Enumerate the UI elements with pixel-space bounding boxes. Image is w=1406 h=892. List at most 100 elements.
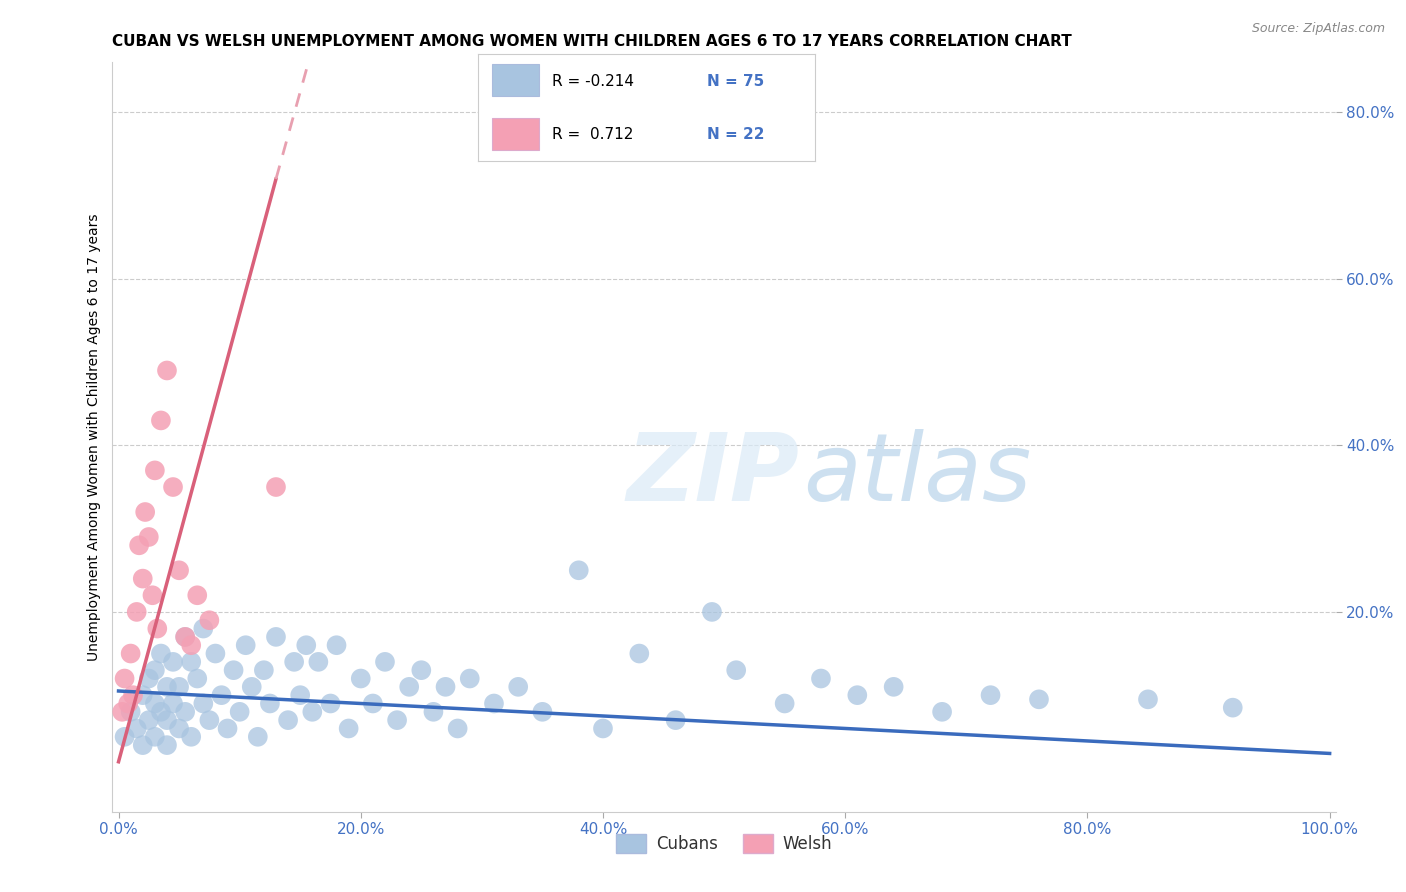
Point xyxy=(174,705,197,719)
Point xyxy=(725,663,748,677)
Point xyxy=(846,688,869,702)
Point xyxy=(162,480,184,494)
Point xyxy=(568,563,591,577)
Point xyxy=(980,688,1002,702)
Point xyxy=(120,705,142,719)
Point xyxy=(411,663,433,677)
Point xyxy=(211,688,233,702)
Point xyxy=(531,705,554,719)
Point xyxy=(132,688,155,702)
Point xyxy=(111,705,134,719)
Point xyxy=(253,663,276,677)
Point xyxy=(143,730,166,744)
Point xyxy=(204,647,226,661)
Point xyxy=(162,655,184,669)
Point xyxy=(162,697,184,711)
Point xyxy=(132,738,155,752)
Point xyxy=(1136,692,1159,706)
Point xyxy=(128,538,150,552)
Point xyxy=(156,680,179,694)
Point xyxy=(149,413,172,427)
Point xyxy=(138,672,160,686)
Point xyxy=(156,713,179,727)
Point xyxy=(264,630,287,644)
Point xyxy=(361,697,384,711)
Point xyxy=(1028,692,1050,706)
Point xyxy=(198,713,221,727)
Point xyxy=(114,672,136,686)
Y-axis label: Unemployment Among Women with Children Ages 6 to 17 years: Unemployment Among Women with Children A… xyxy=(87,213,101,661)
Text: atlas: atlas xyxy=(804,429,1032,520)
Point xyxy=(434,680,457,694)
Point xyxy=(295,638,318,652)
FancyBboxPatch shape xyxy=(492,64,538,96)
Point xyxy=(217,722,239,736)
Text: Source: ZipAtlas.com: Source: ZipAtlas.com xyxy=(1251,22,1385,36)
Point xyxy=(931,705,953,719)
Point xyxy=(259,697,281,711)
Text: N = 75: N = 75 xyxy=(707,74,765,89)
Point xyxy=(167,680,190,694)
Text: R = -0.214: R = -0.214 xyxy=(553,74,634,89)
Point xyxy=(180,638,202,652)
Point xyxy=(228,705,250,719)
Point xyxy=(246,730,269,744)
Point xyxy=(193,697,215,711)
Point xyxy=(138,530,160,544)
Point xyxy=(277,713,299,727)
Point xyxy=(198,613,221,627)
Point xyxy=(235,638,257,652)
Point xyxy=(665,713,688,727)
Point xyxy=(482,697,505,711)
Point xyxy=(283,655,305,669)
Point xyxy=(458,672,481,686)
Point xyxy=(350,672,373,686)
Point xyxy=(264,480,287,494)
Title: CUBAN VS WELSH UNEMPLOYMENT AMONG WOMEN WITH CHILDREN AGES 6 TO 17 YEARS CORRELA: CUBAN VS WELSH UNEMPLOYMENT AMONG WOMEN … xyxy=(112,34,1073,49)
Point xyxy=(120,647,142,661)
Point xyxy=(156,738,179,752)
Text: N = 22: N = 22 xyxy=(707,128,765,143)
Point xyxy=(810,672,832,686)
Point xyxy=(385,713,408,727)
Point xyxy=(186,672,208,686)
Point xyxy=(143,463,166,477)
Point xyxy=(138,713,160,727)
Point xyxy=(122,688,145,702)
FancyBboxPatch shape xyxy=(492,118,538,150)
Point xyxy=(167,722,190,736)
Point xyxy=(240,680,263,694)
Point xyxy=(374,655,396,669)
Point xyxy=(180,730,202,744)
Point xyxy=(125,605,148,619)
Point xyxy=(508,680,530,694)
Text: ZIP: ZIP xyxy=(626,428,799,521)
Point xyxy=(325,638,347,652)
Point xyxy=(628,647,651,661)
Point xyxy=(398,680,420,694)
Point xyxy=(337,722,360,736)
Point xyxy=(290,688,312,702)
Point xyxy=(319,697,342,711)
Point xyxy=(422,705,444,719)
Legend: Cubans, Welsh: Cubans, Welsh xyxy=(609,827,839,860)
Point xyxy=(143,697,166,711)
Text: R =  0.712: R = 0.712 xyxy=(553,128,634,143)
Point xyxy=(114,730,136,744)
Point xyxy=(700,605,723,619)
Point xyxy=(125,722,148,736)
Point xyxy=(149,647,172,661)
Point xyxy=(141,588,163,602)
Point xyxy=(222,663,245,677)
Point xyxy=(117,697,139,711)
Point xyxy=(146,622,169,636)
Point xyxy=(134,505,156,519)
Point xyxy=(193,622,215,636)
Point xyxy=(174,630,197,644)
Point xyxy=(301,705,323,719)
Point xyxy=(1222,700,1244,714)
Point xyxy=(149,705,172,719)
Point xyxy=(132,572,155,586)
Point xyxy=(167,563,190,577)
Point xyxy=(180,655,202,669)
